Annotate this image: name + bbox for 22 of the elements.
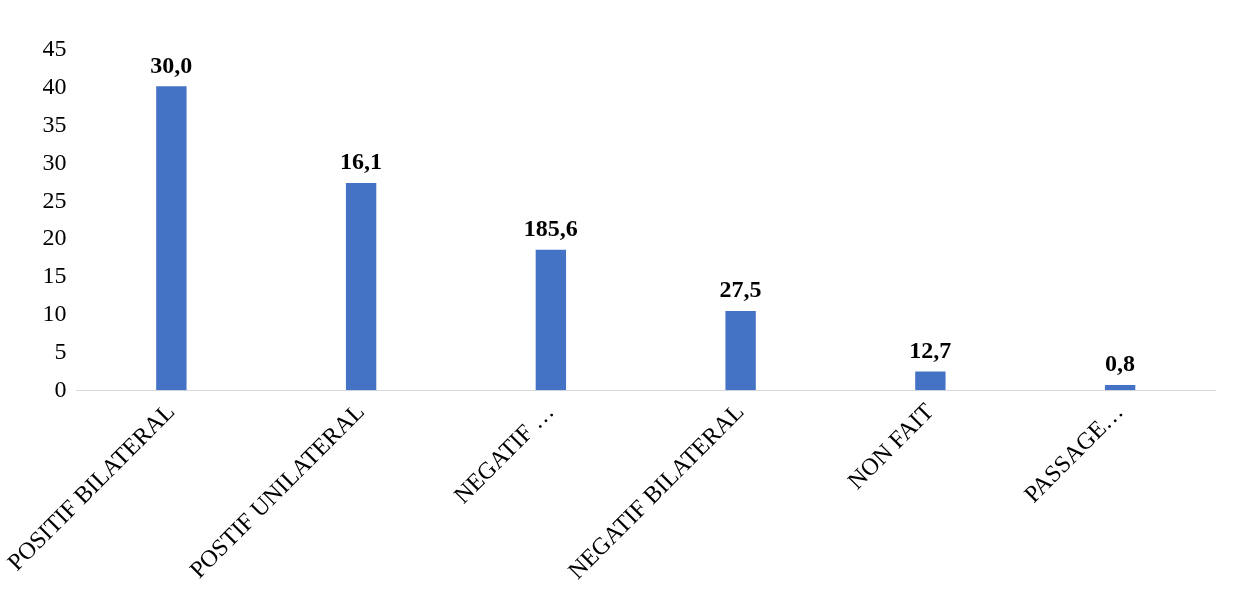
bar bbox=[1104, 385, 1136, 391]
y-tick-label: 40 bbox=[42, 73, 67, 100]
y-tick-label: 20 bbox=[42, 224, 67, 251]
bar bbox=[535, 249, 567, 391]
y-tick-label: 15 bbox=[42, 262, 67, 289]
annotation: 30,0 bbox=[150, 51, 193, 78]
bar bbox=[725, 310, 756, 391]
y-tick-label: 35 bbox=[42, 110, 67, 137]
annotation: 185,6 bbox=[523, 214, 578, 241]
y-tick-label: 0 bbox=[54, 375, 67, 402]
y-tick-label: 10 bbox=[42, 299, 67, 326]
bar bbox=[345, 183, 377, 391]
y-tick-label: 25 bbox=[42, 186, 67, 213]
y-tick-label: 5 bbox=[54, 337, 67, 364]
y-tick-label: 45 bbox=[42, 35, 67, 62]
annotation: 0,8 bbox=[1105, 350, 1136, 377]
annotation: 27,5 bbox=[719, 276, 762, 303]
annotation: 16,1 bbox=[340, 148, 383, 175]
bar bbox=[915, 371, 946, 391]
annotation: 12,7 bbox=[909, 336, 952, 363]
bar bbox=[156, 86, 187, 391]
y-tick-label: 30 bbox=[42, 148, 67, 175]
